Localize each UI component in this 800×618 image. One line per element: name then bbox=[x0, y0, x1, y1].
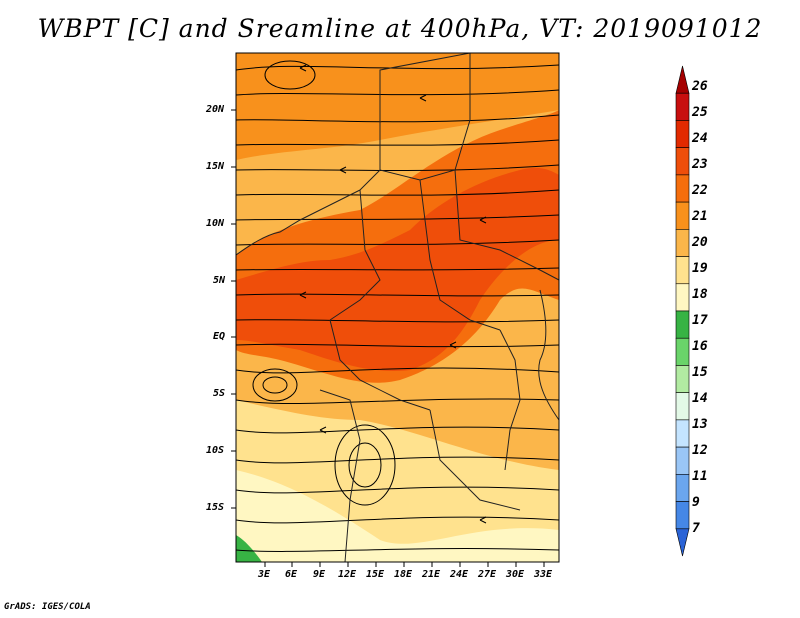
lon-ticks bbox=[264, 562, 545, 567]
lat-label-eq: EQ bbox=[213, 331, 226, 342]
lat-label-5n: 5N bbox=[213, 275, 226, 286]
colorbar-label: 13 bbox=[692, 417, 708, 432]
colorbar-label: 26 bbox=[692, 79, 708, 94]
colorbar-segment bbox=[675, 229, 690, 257]
colorbar-segment bbox=[675, 92, 690, 121]
colorbar-segment bbox=[675, 419, 690, 448]
lon-label-21e: 21E bbox=[422, 569, 441, 580]
colorbar-label: 20 bbox=[692, 235, 708, 250]
lat-label-10s: 10S bbox=[206, 445, 225, 456]
colorbar-label: 16 bbox=[692, 339, 708, 354]
lon-label-9e: 9E bbox=[313, 569, 326, 580]
wbpt-field bbox=[236, 53, 559, 562]
map-frame bbox=[235, 52, 560, 563]
colorbar-label: 11 bbox=[692, 469, 708, 484]
lon-label-12e: 12E bbox=[338, 569, 357, 580]
colorbar-label: 21 bbox=[692, 209, 708, 224]
colorbar-segment bbox=[675, 365, 690, 393]
colorbar-label: 12 bbox=[692, 443, 708, 458]
colorbar-label: 15 bbox=[692, 365, 708, 380]
lat-ticks bbox=[231, 109, 236, 509]
colorbar-label: 23 bbox=[692, 157, 708, 172]
lon-label-27e: 27E bbox=[478, 569, 497, 580]
colorbar-segment bbox=[675, 201, 690, 230]
lon-label-33e: 33E bbox=[534, 569, 553, 580]
footer-credit: GrADS: IGES/COLA bbox=[4, 602, 91, 612]
colorbar-label: 24 bbox=[692, 131, 708, 146]
colorbar-segment bbox=[675, 337, 690, 366]
colorbar-segment bbox=[675, 283, 690, 312]
colorbar-label: 17 bbox=[692, 313, 708, 328]
colorbar-label: 14 bbox=[692, 391, 708, 406]
colorbar-label: 19 bbox=[692, 261, 708, 276]
colorbar-label: 25 bbox=[692, 105, 708, 120]
colorbar-label: 18 bbox=[692, 287, 708, 302]
colorbar-segment bbox=[675, 474, 690, 502]
colorbar-segment bbox=[675, 120, 690, 148]
lon-label-18e: 18E bbox=[394, 569, 413, 580]
lat-label-15s: 15S bbox=[206, 502, 225, 513]
lon-label-3e: 3E bbox=[258, 569, 271, 580]
colorbar-segment bbox=[675, 65, 690, 94]
lat-label-5s: 5S bbox=[213, 388, 226, 399]
map-title: WBPT [C] and Sreamline at 400hPa, VT: 20… bbox=[37, 14, 763, 43]
colorbar-segment bbox=[675, 147, 690, 176]
colorbar-segment bbox=[675, 446, 690, 475]
lon-label-30e: 30E bbox=[506, 569, 525, 580]
lat-label-20n: 20N bbox=[206, 104, 225, 115]
colorbar-label: 7 bbox=[692, 521, 700, 536]
colorbar-segment bbox=[675, 256, 690, 285]
colorbar-segment bbox=[675, 392, 690, 421]
colorbar-segment bbox=[675, 528, 690, 557]
lon-label-15e: 15E bbox=[366, 569, 385, 580]
colorbar-segment bbox=[675, 310, 690, 339]
colorbar-segment bbox=[675, 174, 690, 203]
colorbar-segment bbox=[675, 501, 690, 530]
country-borders bbox=[236, 53, 559, 562]
streamlines bbox=[236, 60, 559, 552]
lat-label-15n: 15N bbox=[206, 161, 225, 172]
lat-label-10n: 10N bbox=[206, 218, 225, 229]
colorbar-label: 9 bbox=[692, 495, 700, 510]
colorbar bbox=[675, 65, 690, 557]
lon-label-6e: 6E bbox=[285, 569, 298, 580]
lon-label-24e: 24E bbox=[450, 569, 469, 580]
colorbar-label: 22 bbox=[692, 183, 708, 198]
